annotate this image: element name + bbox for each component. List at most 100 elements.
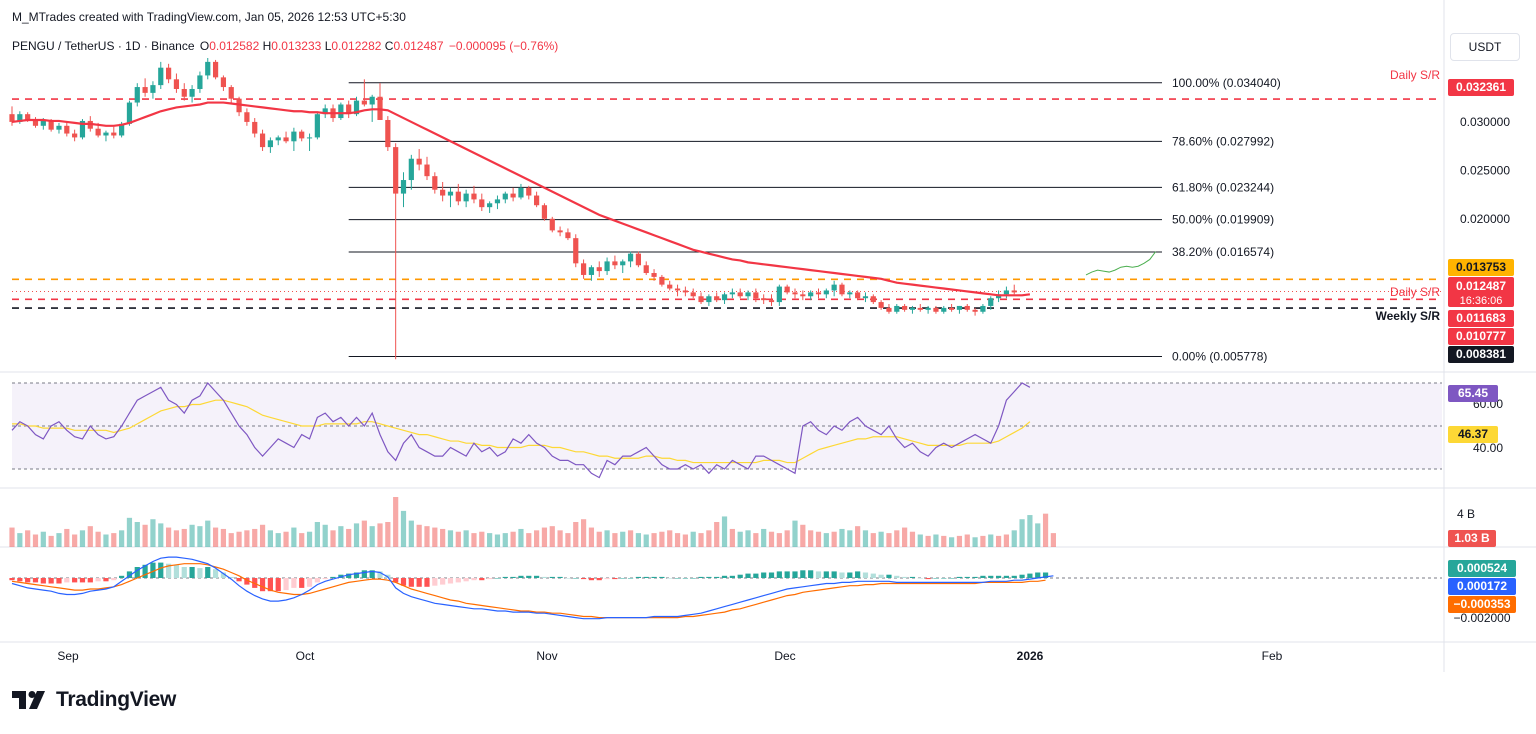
fib-level-label: 50.00% (0.019909) [1172, 213, 1274, 227]
macd-histogram-bar [909, 576, 916, 578]
price-tag-low-bg [1448, 346, 1514, 363]
tradingview-logo-icon [12, 691, 45, 709]
candle-body [25, 114, 31, 120]
candle-body [784, 286, 790, 293]
macd-histogram-bar [541, 576, 548, 578]
candle-body [189, 88, 195, 97]
candle-body [291, 131, 297, 142]
volume-bar [988, 534, 994, 547]
candle-body [651, 273, 657, 277]
macd-histogram-bar [847, 572, 853, 578]
volume-bar [197, 526, 203, 547]
macd-histogram-bar [565, 578, 571, 579]
candle-body [534, 195, 540, 206]
candle-body [768, 300, 775, 303]
volume-bar [416, 524, 422, 547]
volume-bar [745, 530, 751, 547]
symbol-name[interactable]: PENGU / TetherUS · 1D · Binance [12, 39, 195, 53]
volume-bar [330, 530, 336, 547]
price-tag-low: 0.008381 [1456, 347, 1506, 361]
attribution: M_MTrades created with TradingView.com, … [12, 10, 406, 24]
macd-histogram-bar [620, 578, 626, 579]
macd-histogram-bar [886, 574, 892, 578]
open-value: 0.012582 [209, 39, 260, 53]
rsi-ma-line [12, 399, 1031, 464]
macd-histogram-bar [79, 578, 86, 583]
volume-bar [25, 530, 31, 547]
candle-body [447, 191, 454, 196]
macd-histogram-bar [119, 575, 125, 578]
macd-histogram-bar [9, 578, 15, 581]
rsi-value-tag: 65.45 [1458, 386, 1488, 400]
currency-button[interactable]: USDT [1450, 33, 1520, 61]
candle-body [212, 61, 219, 78]
candle-body [721, 294, 728, 301]
candle-body [800, 294, 806, 297]
macd-histogram-bar [306, 578, 313, 587]
candle-body [432, 176, 438, 190]
candle-body [964, 305, 970, 310]
rsi-tick-label: 40.00 [1473, 441, 1503, 455]
candle-body [228, 87, 234, 99]
rsi-ma-tag-bg [1448, 426, 1498, 443]
macd-histogram-bar [690, 578, 696, 579]
macd-histogram-bar [424, 578, 430, 587]
volume-bar [1042, 513, 1049, 547]
macd-histogram-bar [667, 578, 673, 579]
tradingview-logo[interactable]: TradingView [12, 688, 176, 712]
macd-tick-label: −0.002000 [1453, 611, 1510, 625]
candle-body [604, 261, 610, 272]
macd-histogram-bar [166, 563, 172, 578]
volume-bar [651, 533, 657, 547]
candle-body [17, 114, 23, 122]
volume-bar [119, 530, 125, 547]
candle-body [902, 305, 908, 310]
macd-histogram-bar [361, 570, 367, 578]
volume-bar [635, 533, 641, 547]
macd-histogram-bar [995, 575, 1002, 578]
candle-body [408, 158, 414, 181]
volume-last-tag-bg [1448, 530, 1496, 547]
volume-bar [1035, 523, 1041, 547]
candle-body [353, 100, 360, 115]
candle-body [823, 290, 829, 295]
price-tag-daily-bottom: 0.011683 [1456, 311, 1506, 325]
macd-line-tag-bg [1448, 578, 1516, 595]
macd-histogram-bar [815, 571, 822, 578]
macd-histogram-bar [588, 578, 595, 581]
volume-bar [714, 522, 720, 547]
volume-bar [134, 522, 140, 547]
macd-histogram-bar [455, 578, 461, 583]
price-tag-orange: 0.013753 [1456, 260, 1506, 274]
price-tick-label: 0.030000 [1460, 115, 1510, 129]
macd-histogram-bar [346, 573, 352, 578]
time-tick-label: Sep [57, 649, 79, 663]
time-tick-label: Oct [296, 649, 315, 663]
volume-bar [291, 527, 297, 547]
volume-bar [72, 534, 78, 547]
candle-body [988, 298, 994, 306]
candle-body [369, 96, 375, 105]
macd-histogram-bar [776, 571, 782, 578]
macd-histogram-bar [244, 578, 250, 585]
volume-bar [510, 531, 516, 547]
volume-bar [933, 534, 939, 547]
candle-body [314, 114, 320, 138]
macd-histogram-bar [189, 567, 195, 578]
candle-body [659, 276, 665, 285]
macd-histogram-bar [416, 578, 422, 587]
macd-histogram-bar [1035, 572, 1041, 578]
candle-body [487, 203, 493, 208]
candle-body [729, 292, 735, 295]
volume-bar [596, 531, 602, 547]
volume-bar [815, 531, 822, 547]
volume-bar [573, 522, 579, 547]
macd-histogram-bar [1027, 573, 1033, 578]
volume-bar [878, 531, 884, 547]
candle-body [119, 123, 125, 136]
rsi-ma-tag: 46.37 [1458, 427, 1488, 441]
candle-body [479, 199, 485, 208]
volume-bar [338, 526, 344, 547]
candle-body [761, 298, 767, 301]
